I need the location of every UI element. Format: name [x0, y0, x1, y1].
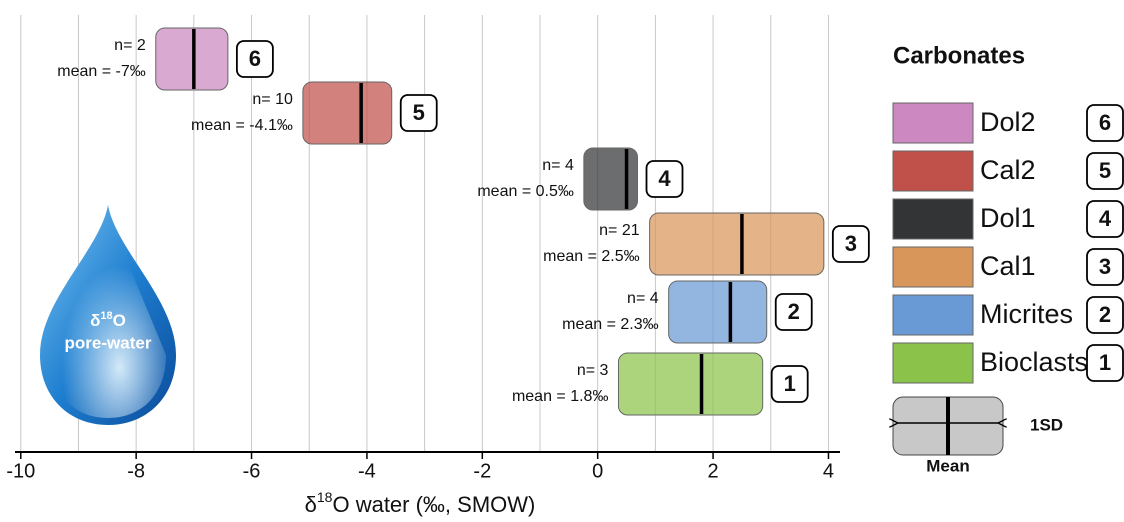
x-tick-label: 2: [708, 460, 719, 482]
legend-badge-box: [1086, 152, 1124, 190]
legend-swatch: [892, 150, 974, 192]
legend-badge: 1: [1099, 350, 1111, 375]
mean-label: mean = 2.3‰: [562, 316, 659, 333]
drop-label-line2: pore-water: [65, 333, 152, 352]
mean-label: mean = 1.8‰: [512, 388, 609, 405]
legend-badge-box: [1086, 104, 1124, 142]
range-bar: [617, 352, 764, 416]
mean-label: mean = 0.5‰: [477, 183, 574, 200]
mean-label: mean = 2.5‰: [543, 248, 640, 265]
drop-label: δ18O: [90, 310, 126, 331]
n-label: n= 4: [627, 290, 659, 307]
key-spread-label: 1SD: [1030, 415, 1063, 434]
legend-swatch: [892, 246, 974, 288]
n-label: n= 3: [577, 362, 609, 379]
n-label: n= 10: [252, 91, 293, 108]
legend-badge: 2: [1099, 302, 1111, 327]
legend-label: Bioclasts: [980, 347, 1088, 377]
range-bar: [302, 81, 393, 145]
legend-badge: 6: [1099, 110, 1111, 135]
legend-badge: 5: [1099, 158, 1111, 183]
legend-swatch: [892, 342, 974, 384]
x-tick-label: -6: [243, 460, 261, 482]
bar-badge-box: [770, 365, 809, 403]
legend-label: Cal2: [980, 155, 1036, 185]
bar-badge-box: [399, 94, 438, 132]
bar-badge: 3: [845, 231, 857, 256]
legend-badge-box: [1086, 344, 1124, 382]
bar-badge: 1: [784, 371, 796, 396]
range-bar: [155, 27, 229, 91]
range-bar: [583, 147, 638, 211]
drop-shine: [50, 215, 166, 418]
mean-label: mean = -7‰: [57, 63, 145, 80]
n-label: n= 4: [542, 157, 574, 174]
n-label: n= 2: [114, 37, 146, 54]
bar-badge-box: [235, 40, 274, 78]
legend-badge-box: [1086, 248, 1124, 286]
x-tick-label: -8: [127, 460, 145, 482]
legend-label: Dol1: [980, 203, 1036, 233]
x-tick-label: 4: [823, 460, 834, 482]
x-tick-label: 0: [592, 460, 603, 482]
x-tick-label: -2: [473, 460, 491, 482]
bar-badge: 6: [249, 46, 261, 71]
range-bar: [649, 212, 825, 276]
range-bar: [668, 280, 768, 344]
legend-title: Carbonates: [893, 42, 1025, 69]
legend-label: Micrites: [980, 299, 1073, 329]
x-axis-label: δ18O water (‰, SMOW): [305, 489, 536, 517]
bar-badge-box: [831, 225, 870, 263]
bar-badge-box: [774, 293, 813, 331]
key-mean-label: Mean: [926, 456, 969, 475]
mean-label: mean = -4.1‰: [191, 117, 293, 134]
legend-swatch: [892, 198, 974, 240]
bar-badge: 5: [413, 100, 425, 125]
legend-badge: 3: [1099, 254, 1111, 279]
x-tick-label: -4: [358, 460, 376, 482]
bar-badge-box: [645, 160, 684, 198]
legend-swatch: [892, 294, 974, 336]
x-tick-label: -10: [6, 460, 35, 482]
legend-label: Dol2: [980, 107, 1036, 137]
legend-badge-box: [1086, 200, 1124, 238]
bar-badge: 2: [788, 299, 800, 324]
legend-swatch: [892, 102, 974, 144]
legend-badge: 4: [1099, 206, 1112, 231]
legend-label: Cal1: [980, 251, 1036, 281]
legend-badge-box: [1086, 296, 1124, 334]
bar-badge: 4: [658, 166, 671, 191]
n-label: n= 21: [599, 222, 640, 239]
